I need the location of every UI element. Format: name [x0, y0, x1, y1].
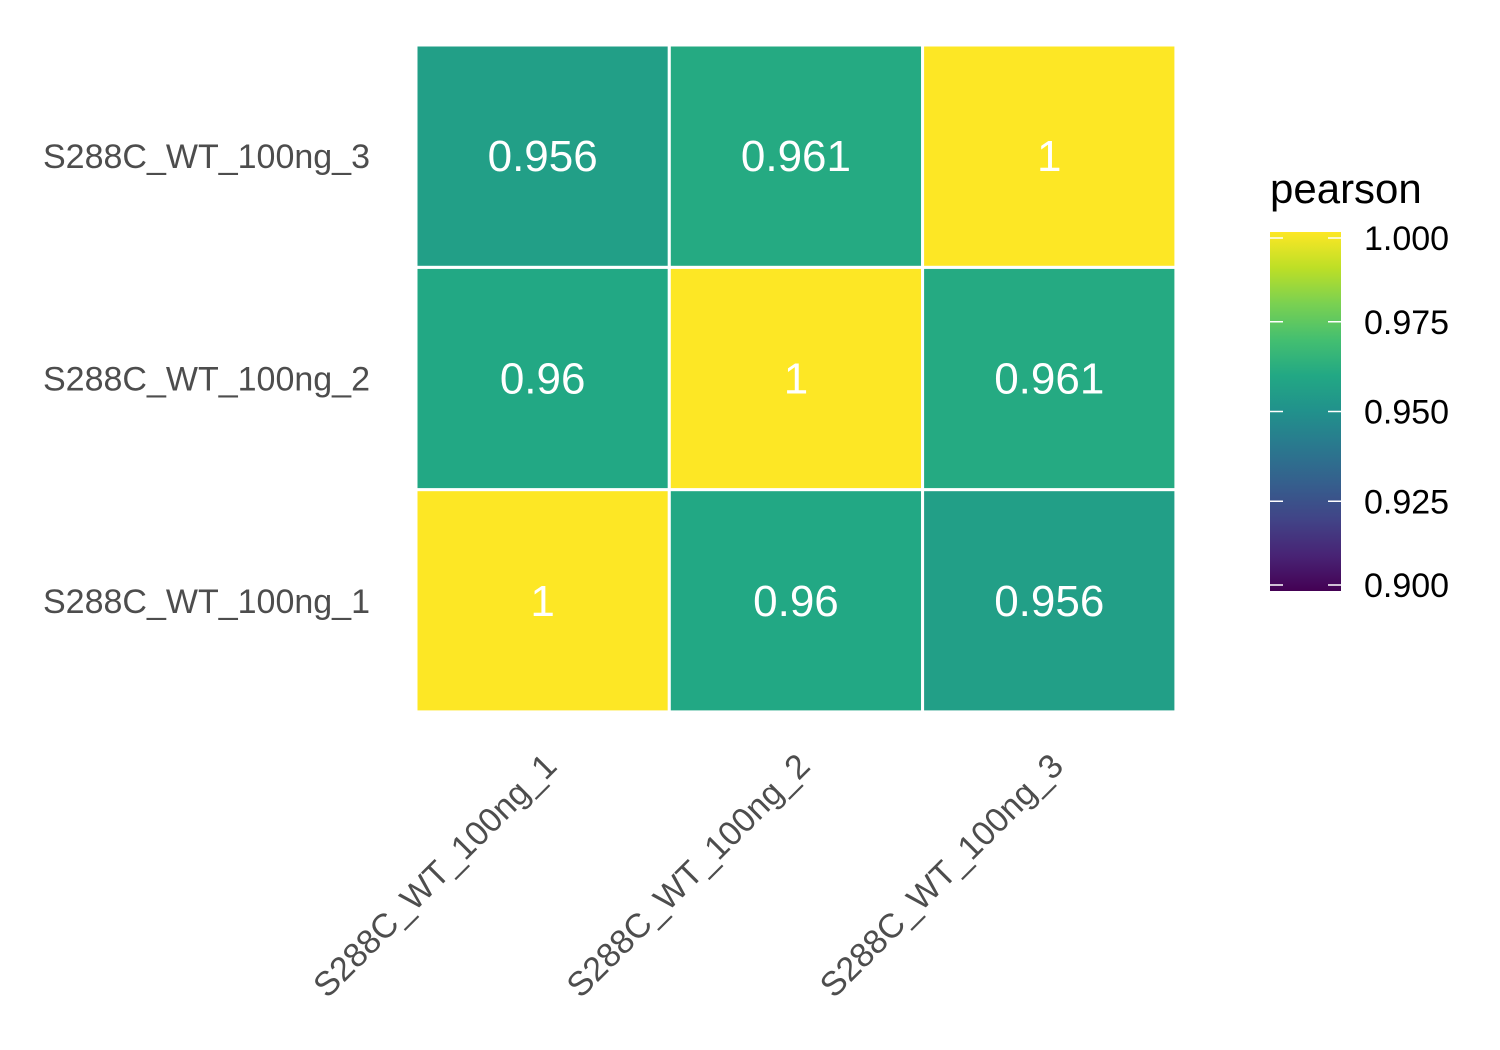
cell-value-label: 0.961 [994, 354, 1104, 403]
legend-ticks: 1.000 0.975 0.950 0.925 0.900 [1270, 220, 1449, 605]
legend-tick-label: 1.000 [1364, 220, 1449, 258]
x-axis-tick-labels: S288C_WT_100ng_1S288C_WT_100ng_2S288C_WT… [306, 747, 1071, 1005]
y-tick-label: S288C_WT_100ng_3 [43, 138, 370, 176]
heatmap-cell [414, 488, 671, 714]
heatmap-cell [667, 488, 925, 714]
heatmap-cells [414, 43, 1178, 714]
cell-value-label: 0.956 [994, 577, 1104, 626]
heatmap-cell [921, 265, 1178, 492]
y-axis-tick-labels: S288C_WT_100ng_1 S288C_WT_100ng_2 S288C_WT… [43, 138, 370, 621]
cell-value-label: 0.96 [500, 354, 586, 403]
cell-value-label: 0.956 [488, 132, 598, 181]
x-tick-label: S288C_WT_100ng_2 [560, 747, 818, 1005]
cell-value-label: 1 [784, 354, 808, 403]
cell-value-label: 0.961 [741, 132, 851, 181]
x-tick-label: S288C_WT_100ng_3 [813, 747, 1071, 1005]
cell-value-label: 1 [1037, 132, 1061, 181]
heatmap-cell [414, 43, 671, 269]
legend-tick-label: 0.900 [1364, 567, 1449, 605]
cell-value-label: 1 [530, 577, 554, 626]
heatmap-cell [921, 43, 1178, 269]
legend-title: pearson [1270, 165, 1422, 212]
y-tick-label: S288C_WT_100ng_1 [43, 583, 370, 621]
legend-tick-label: 0.925 [1364, 483, 1449, 521]
color-legend: pearson 1.000 0.975 0.950 0.925 0.900 [1270, 165, 1449, 605]
heatmap-cell [667, 265, 925, 492]
y-tick-label: S288C_WT_100ng_2 [43, 360, 370, 398]
cell-value-label: 0.96 [753, 577, 839, 626]
heatmap-cell [667, 43, 925, 269]
legend-tick-label: 0.975 [1364, 304, 1449, 342]
heatmap-cell [414, 265, 671, 492]
legend-tick-label: 0.950 [1364, 394, 1449, 432]
x-tick-label: S288C_WT_100ng_1 [306, 747, 564, 1005]
